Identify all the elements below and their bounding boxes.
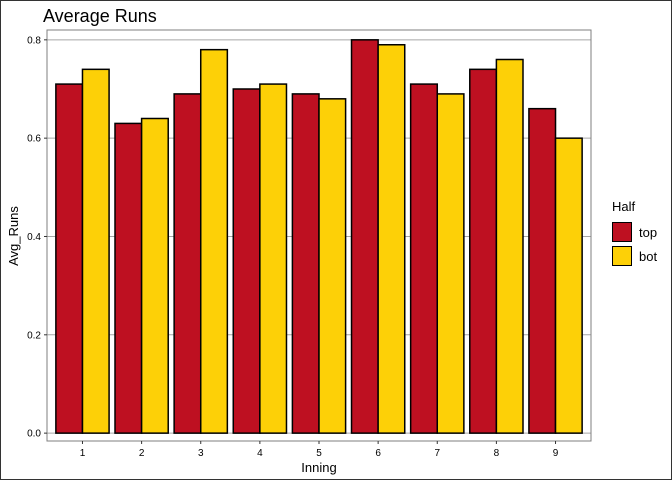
bar-bot-inning-5 [318, 98, 347, 434]
legend-swatch-bot [612, 246, 632, 266]
y-tick-label: 0.4 [27, 232, 41, 243]
bar-bot-inning-1 [81, 68, 110, 434]
bar-top-inning-2 [114, 122, 143, 434]
y-tick-label: 0.0 [27, 429, 41, 440]
y-tick-label: 0.2 [27, 330, 41, 341]
bars [55, 39, 583, 434]
x-axis-label: Inning [301, 460, 336, 475]
bar-bot-inning-9 [554, 137, 583, 434]
x-tick-label: 8 [494, 448, 500, 459]
legend-swatch-top [612, 222, 632, 242]
legend-item-top: top [612, 220, 657, 244]
bar-top-inning-3 [173, 93, 202, 434]
x-tick-label: 3 [198, 448, 204, 459]
x-tick-label: 2 [139, 448, 145, 459]
y-axis: 0.0 0.2 0.4 0.6 0.8 [27, 35, 47, 440]
legend-label-bot: bot [639, 248, 658, 264]
bar-bot-inning-2 [140, 117, 169, 434]
x-tick-label: 4 [257, 448, 263, 459]
bar-bot-inning-8 [495, 58, 524, 434]
bar-top-inning-6 [350, 39, 379, 434]
bar-bot-inning-4 [259, 83, 288, 434]
legend-title: Half [612, 199, 636, 214]
y-tick-label: 0.8 [27, 35, 41, 46]
x-axis: 1 2 3 4 5 6 7 8 9 [80, 441, 559, 459]
y-tick-label: 0.6 [27, 134, 41, 145]
legend: Half top bot [612, 199, 657, 268]
x-tick-label: 7 [434, 448, 440, 459]
x-tick-label: 6 [375, 448, 381, 459]
bar-bot-inning-3 [199, 48, 229, 434]
bar-top-inning-5 [291, 93, 320, 434]
legend-label-top: top [639, 224, 658, 240]
bar-bot-inning-7 [436, 93, 465, 434]
bar-top-inning-1 [55, 83, 84, 434]
x-tick-label: 9 [553, 448, 559, 459]
bar-bot-inning-6 [377, 43, 406, 434]
bar-top-inning-8 [469, 68, 498, 434]
x-tick-label: 5 [316, 448, 322, 459]
x-tick-label: 1 [80, 448, 86, 459]
y-axis-label: Avg_Runs [6, 206, 21, 266]
bar-top-inning-7 [409, 83, 439, 434]
chart-title: Average Runs [43, 6, 157, 26]
bar-top-inning-4 [232, 88, 261, 434]
legend-item-bot: bot [612, 244, 657, 268]
bar-top-inning-9 [528, 107, 557, 434]
